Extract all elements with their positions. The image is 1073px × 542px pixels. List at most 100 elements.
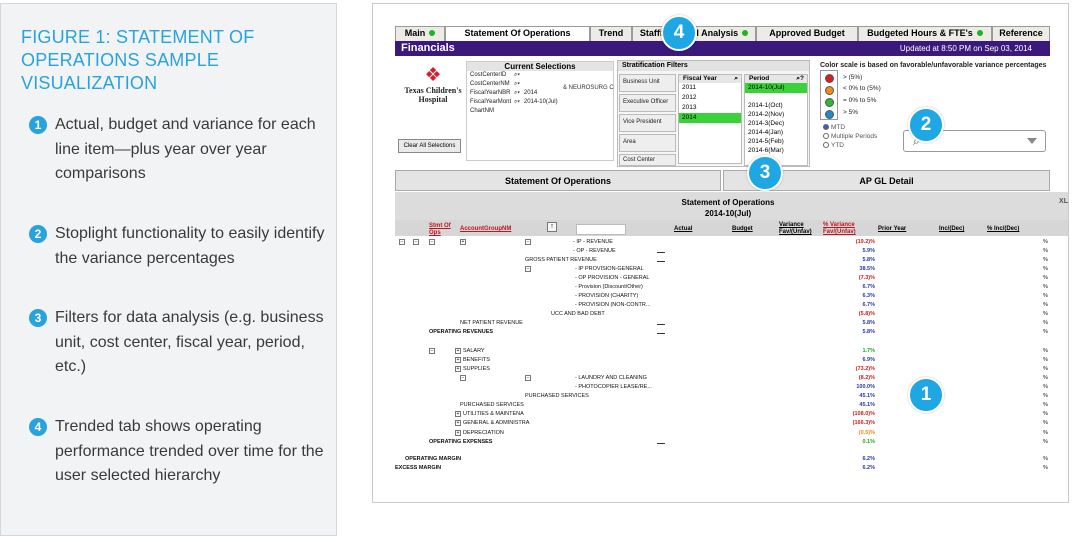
expand-collapse-icon[interactable]: −: [413, 239, 419, 245]
table-row[interactable]: − + SALARY 1.7%%: [395, 347, 1068, 356]
clear-all-selections-button[interactable]: Clear All Selections: [398, 139, 461, 153]
pct-variance-value: 38.5%: [859, 266, 875, 272]
point-4: 4 Trended tab shows operating performanc…: [29, 415, 329, 489]
period-item[interactable]: [745, 93, 807, 101]
selection-row[interactable]: ChartNM: [470, 108, 495, 114]
table-row[interactable]: - Provision (Discount/Other) 6.7%%: [395, 283, 1068, 292]
tab-budgeted-hours[interactable]: Budgeted Hours & FTE's: [858, 26, 992, 41]
fiscal-year-item-selected[interactable]: 2014: [679, 113, 741, 123]
filter-executive-officer[interactable]: Executive Officer: [619, 94, 676, 112]
expand-icon[interactable]: +: [455, 366, 461, 372]
fiscal-year-item[interactable]: 2012: [682, 94, 697, 101]
expand-icon[interactable]: +: [455, 357, 461, 363]
pct-inc-dec-value: %: [1043, 348, 1048, 354]
period-item[interactable]: 2014-1(Oct): [748, 102, 783, 109]
col-variance[interactable]: Variance Fav/(Unfav): [779, 222, 812, 235]
expand-icon[interactable]: +: [455, 411, 461, 417]
table-row[interactable]: − − - LAUNDRY AND CLEANING (8.2)%%: [395, 374, 1068, 383]
table-row[interactable]: − - IP PROVISION-GENERAL 38.5%%: [395, 265, 1068, 274]
fiscal-year-item[interactable]: 2011: [682, 84, 696, 91]
table-row[interactable]: - OP - REVENUE 5.9%%: [395, 247, 1068, 256]
collapse-icon[interactable]: −: [429, 348, 435, 354]
tab-ap-gl-detail[interactable]: AP GL Detail: [723, 170, 1050, 191]
radio-multiple-periods[interactable]: Multiple Periods: [823, 133, 877, 140]
expand-icon[interactable]: +: [455, 430, 461, 436]
period-item[interactable]: 2014-2(Nov): [748, 111, 785, 118]
collapse-icon[interactable]: −: [460, 375, 466, 381]
col-pct-inc-dec[interactable]: % Inc/(Dec): [987, 226, 1020, 232]
table-row[interactable]: OPERATING REVENUES 5.8%%: [395, 328, 1068, 337]
expand-collapse-icon[interactable]: −: [399, 239, 405, 245]
period-item[interactable]: 2014-4(Jan): [748, 129, 784, 136]
app-title: Financials: [401, 42, 455, 54]
tab-main[interactable]: Main: [395, 26, 445, 41]
pct-inc-dec-value: %: [1043, 402, 1048, 408]
legend-label: > (5%): [843, 74, 863, 81]
filter-area[interactable]: Area: [619, 134, 676, 152]
expand-collapse-icon[interactable]: +: [460, 239, 466, 245]
point-3: 3 Filters for data analysis (e.g. busine…: [29, 306, 329, 380]
table-row[interactable]: OPERATING EXPENSES 0.1%%: [395, 438, 1068, 447]
period-item[interactable]: 2014-3(Dec): [748, 120, 785, 127]
table-row[interactable]: + DEPRECIATION (0.5)%%: [395, 429, 1068, 438]
tab-reference[interactable]: Reference: [992, 26, 1050, 41]
table-row[interactable]: GROSS PATIENT REVENUE 5.8%%: [395, 256, 1068, 265]
collapse-icon[interactable]: −: [525, 239, 531, 245]
table-row[interactable]: + GENERAL & ADMINISTRA (166.3)%%: [395, 419, 1068, 428]
table-row[interactable]: − − − + − - IP - REVENUE (19.2)%%: [395, 238, 1068, 247]
col-budget[interactable]: Budget: [732, 226, 753, 232]
col-actual[interactable]: Actual: [674, 226, 693, 232]
sort-up-icon[interactable]: ↑: [547, 222, 557, 232]
tab-trend[interactable]: Trend: [590, 26, 632, 41]
period-item-selected[interactable]: 2014-10(Jul): [745, 83, 807, 93]
col-inc-dec[interactable]: Inc/(Dec): [939, 226, 965, 232]
radio-ytd[interactable]: YTD: [823, 142, 844, 149]
table-row[interactable]: + UTILITIES & MAINTENA (108.0)%%: [395, 410, 1068, 419]
tab-statement-of-operations-sheet[interactable]: Statement Of Operations: [395, 170, 721, 191]
search-help-icon[interactable]: ⌕?: [796, 75, 804, 82]
hospital-logo: ❖ Texas Children's Hospital: [398, 66, 468, 105]
col-stmt-of-ops[interactable]: Stmt Of Ops: [429, 223, 451, 236]
filter-business-unit[interactable]: Business Unit: [619, 74, 676, 92]
filter-vice-president[interactable]: Vice President: [619, 114, 676, 132]
period-item[interactable]: 2014-6(Mar): [748, 147, 784, 154]
table-row[interactable]: - PROVISION (NON-CONTR... 6.7%%: [395, 301, 1068, 310]
tab-approved-budget[interactable]: Approved Budget: [756, 26, 858, 41]
table-row[interactable]: OPERATING MARGIN 6.2%%: [395, 455, 1068, 464]
table-row[interactable]: - PHOTOCOPIER LEASE/RE... 100.0%%: [395, 383, 1068, 392]
header-input-box[interactable]: [576, 224, 626, 235]
selection-row[interactable]: CostCenterNM ⌕▾: [470, 81, 520, 87]
export-excel-icon[interactable]: XL: [1059, 198, 1068, 205]
table-row[interactable]: + BENEFITS 6.9%%: [395, 356, 1068, 365]
table-row[interactable]: PURCHASED SERVICES 45.1%%: [395, 401, 1068, 410]
radio-icon: [823, 133, 829, 139]
point-text: Actual, budget and variance for each lin…: [55, 116, 316, 182]
radio-mtd[interactable]: MTD: [823, 124, 845, 131]
chevron-down-icon[interactable]: [1027, 138, 1037, 144]
tab-statement-of-operations[interactable]: Statement Of Operations: [445, 26, 590, 41]
table-row[interactable]: NET PATIENT REVENUE 5.8%%: [395, 319, 1068, 328]
pct-inc-dec-value: %: [1043, 302, 1048, 308]
point-1: 1 Actual, budget and variance for each l…: [29, 113, 329, 187]
table-row[interactable]: EXCESS MARGIN 6.2%%: [395, 464, 1068, 473]
col-account-group[interactable]: AccountGroupNM: [460, 226, 512, 232]
search-icon[interactable]: ⌕: [734, 75, 738, 82]
filter-cost-center[interactable]: Cost Center: [619, 154, 676, 166]
col-pct-variance[interactable]: % Variance Fav/(Unfav): [823, 222, 856, 235]
selection-row[interactable]: FiscalYearMont ⌕▾ 2014-10(Jul): [470, 99, 558, 105]
table-row[interactable]: UCC AND BAD DEBT (5.8)%%: [395, 310, 1068, 319]
expand-icon[interactable]: +: [455, 348, 461, 354]
table-row[interactable]: - PROVISION (CHARITY) 6.3%%: [395, 292, 1068, 301]
col-prior-year[interactable]: Prior Year: [878, 226, 907, 232]
table-row[interactable]: - OP PROVISION - GENERAL (7.3)%%: [395, 274, 1068, 283]
selection-row[interactable]: FiscalYearNBR ⌕▾ 2014: [470, 90, 538, 96]
collapse-icon[interactable]: −: [525, 266, 531, 272]
period-item[interactable]: 2014-5(Feb): [748, 138, 784, 145]
selection-row[interactable]: CostCenterID ⌕▾: [470, 72, 520, 78]
expand-collapse-icon[interactable]: −: [429, 239, 435, 245]
collapse-icon[interactable]: −: [525, 375, 531, 381]
fiscal-year-item[interactable]: 2013: [682, 104, 697, 111]
table-row[interactable]: + SUPPLIES (73.2)%%: [395, 365, 1068, 374]
table-row[interactable]: PURCHASED SERVICES 45.1%%: [395, 392, 1068, 401]
expand-icon[interactable]: +: [455, 420, 461, 426]
